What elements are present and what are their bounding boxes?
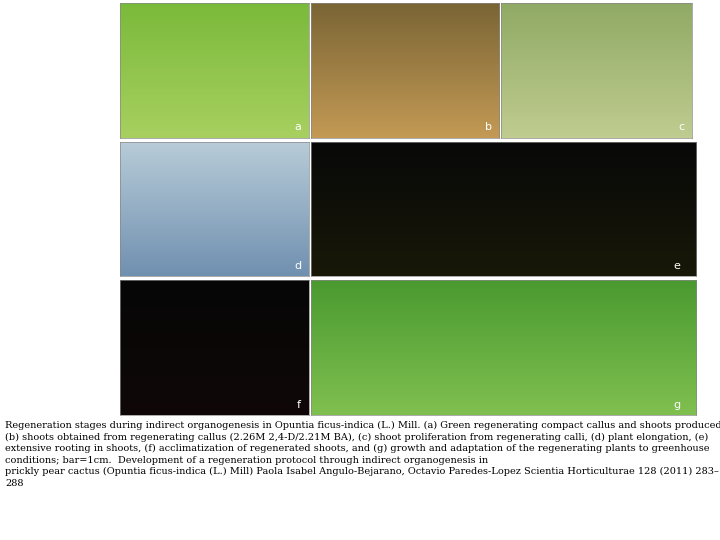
Text: g: g bbox=[673, 400, 680, 410]
Text: a: a bbox=[294, 122, 301, 132]
Text: Regeneration stages during indirect organogenesis in Opuntia ficus-indica (L.) M: Regeneration stages during indirect orga… bbox=[5, 421, 720, 488]
Text: b: b bbox=[485, 122, 492, 132]
Text: f: f bbox=[297, 400, 301, 410]
Text: d: d bbox=[294, 261, 301, 271]
Text: c: c bbox=[678, 122, 685, 132]
Text: e: e bbox=[674, 261, 680, 271]
